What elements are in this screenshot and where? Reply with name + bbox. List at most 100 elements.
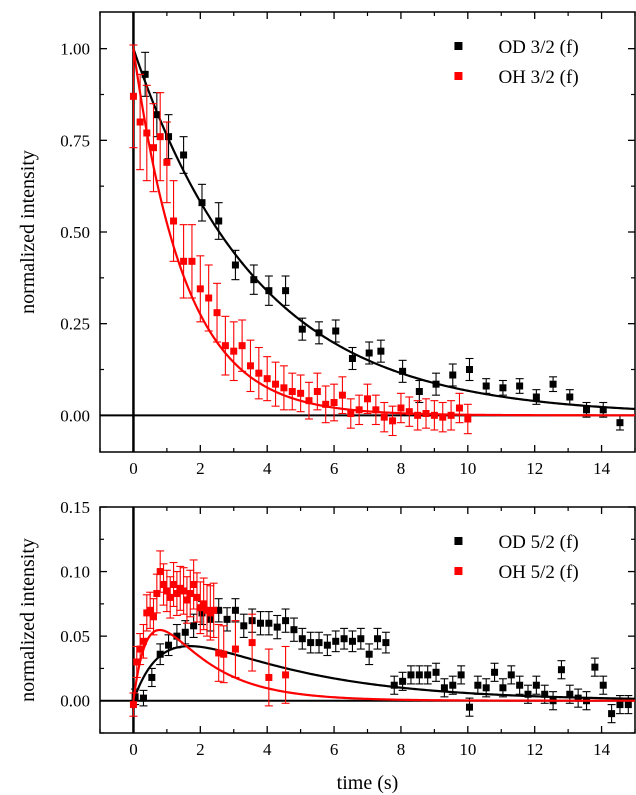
data-point <box>282 671 290 679</box>
data-point <box>160 580 168 588</box>
x-tick-label: 8 <box>397 740 406 759</box>
x-tick-label: 4 <box>263 459 272 478</box>
data-point <box>608 710 616 718</box>
data-point <box>407 671 415 679</box>
data-point <box>223 615 231 623</box>
legend-label: OD 3/2 (f) <box>498 37 578 58</box>
y-tick-label: 0.10 <box>60 563 90 582</box>
data-point <box>348 637 356 645</box>
series-0 <box>132 48 635 431</box>
fit-curve <box>132 48 635 411</box>
data-point <box>440 684 448 692</box>
data-point <box>141 70 149 78</box>
data-point <box>516 681 524 689</box>
data-point <box>288 388 296 395</box>
data-point <box>307 639 315 647</box>
data-point <box>248 639 256 647</box>
data-point <box>181 628 189 636</box>
data-point <box>332 327 340 335</box>
series-1 <box>129 44 635 437</box>
data-point <box>148 673 156 681</box>
data-point <box>566 393 574 401</box>
data-point <box>323 641 331 649</box>
data-point <box>364 395 371 403</box>
data-point <box>374 635 382 643</box>
x-tick-label: 0 <box>129 740 138 759</box>
data-point <box>170 217 178 225</box>
data-point <box>340 635 348 643</box>
legend-marker <box>454 42 463 50</box>
data-point <box>282 617 290 625</box>
data-point <box>616 701 624 709</box>
data-point <box>190 622 198 630</box>
data-point <box>474 681 482 689</box>
data-point <box>377 347 385 355</box>
data-point <box>415 388 423 395</box>
data-point <box>265 619 273 627</box>
data-point <box>348 355 356 362</box>
data-point <box>616 419 624 427</box>
y-tick-label: 0.05 <box>60 627 90 646</box>
data-point <box>186 590 194 598</box>
data-point <box>465 366 473 373</box>
data-point <box>150 144 157 152</box>
y-tick-label: 1.00 <box>60 40 90 59</box>
data-point <box>583 406 591 414</box>
plot-area <box>129 550 635 724</box>
data-point <box>305 397 313 405</box>
data-point <box>215 649 223 657</box>
data-point <box>263 375 271 383</box>
data-point <box>173 590 181 598</box>
legend-marker <box>454 72 463 80</box>
data-point <box>390 681 398 689</box>
data-point <box>273 623 281 631</box>
top-panel: 0 2 4 6 8 10 12 14 0.00 0.25 0.50 0.75 1.00 normalize… <box>17 11 636 478</box>
data-point <box>330 399 338 406</box>
x-axis-label: time (s) <box>337 772 399 794</box>
x-tick-label: 14 <box>593 740 611 759</box>
x-tick-label: 14 <box>593 459 611 478</box>
data-point <box>290 626 298 634</box>
data-point <box>139 694 147 702</box>
legend-marker <box>454 567 463 575</box>
y-tick-label: 0.25 <box>60 315 90 334</box>
data-point <box>439 413 447 421</box>
data-point <box>265 287 273 295</box>
data-point <box>231 645 239 653</box>
data-point <box>372 406 380 414</box>
data-point <box>221 342 229 350</box>
data-point <box>170 580 178 588</box>
data-point <box>220 650 228 658</box>
data-point <box>599 681 607 689</box>
data-point <box>150 613 157 621</box>
x-tick-label: 2 <box>196 459 205 478</box>
x-tick-label: 6 <box>330 740 339 759</box>
data-point <box>136 645 144 653</box>
y-tick-label: 0.50 <box>60 223 90 242</box>
y-axis-label: normalized intensity <box>17 538 39 702</box>
y-tick-label: 0.00 <box>60 406 90 425</box>
data-point <box>133 658 141 666</box>
data-point <box>163 158 171 166</box>
fit-curve <box>132 628 635 702</box>
data-point <box>624 701 632 709</box>
x-tick-label: 10 <box>459 459 476 478</box>
data-point <box>507 671 515 679</box>
data-point <box>282 287 290 295</box>
data-point <box>365 650 373 658</box>
data-point <box>532 393 540 401</box>
data-point <box>298 635 306 643</box>
data-point <box>322 400 330 408</box>
data-point <box>541 690 549 698</box>
data-point <box>532 681 540 689</box>
data-point <box>557 666 565 674</box>
data-point <box>200 600 208 608</box>
x-tick-label: 0 <box>129 459 138 478</box>
data-point <box>464 415 472 423</box>
data-point <box>215 606 223 614</box>
data-point <box>399 367 407 375</box>
data-point <box>338 391 346 399</box>
data-point <box>238 342 246 350</box>
data-point <box>449 681 457 689</box>
